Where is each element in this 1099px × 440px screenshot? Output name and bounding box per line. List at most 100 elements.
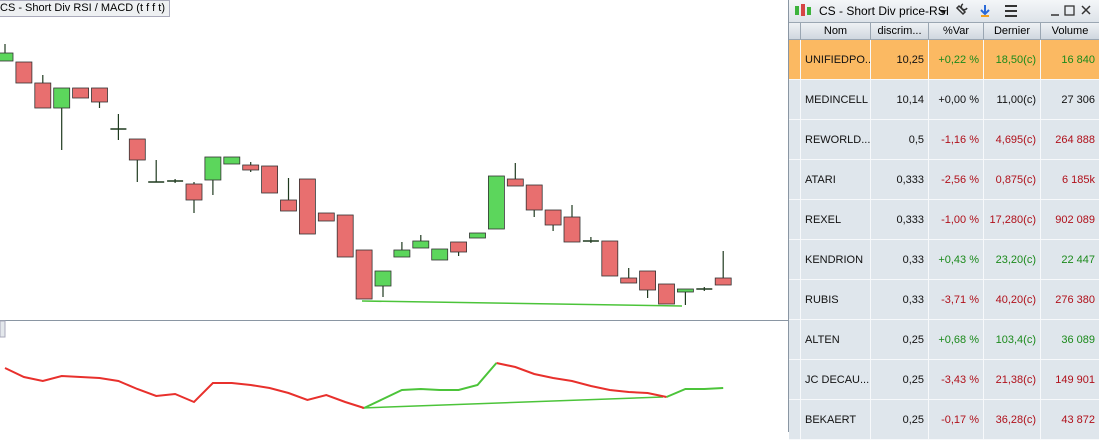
table-cell: 36,28(c) [984, 400, 1041, 440]
candle-body [658, 283, 675, 305]
table-cell[interactable]: ALTEN [801, 320, 871, 360]
row-gutter [789, 200, 801, 240]
chart-bg [0, 0, 788, 432]
candle-body [34, 82, 52, 109]
candle-body [563, 216, 581, 243]
table-cell: -3,43 % [929, 360, 984, 400]
column-header[interactable]: discrim... [871, 23, 929, 40]
candle-body [469, 232, 486, 239]
candle-body [0, 52, 14, 62]
table-cell: 4,695(c) [984, 120, 1041, 160]
row-gutter [789, 240, 801, 280]
candle-body [393, 249, 411, 258]
table-cell: 16 840 [1041, 40, 1099, 80]
candle-body [128, 138, 146, 161]
table-cell: 149 901 [1041, 360, 1099, 400]
table-cell[interactable]: BEKAERT [801, 400, 871, 440]
candles [0, 44, 732, 305]
candle-body [639, 270, 656, 291]
header-icon[interactable] [789, 23, 801, 40]
table-cell: 10,14 [871, 80, 929, 120]
table-cell: 27 306 [1041, 80, 1099, 120]
table-cell: 0,5 [871, 120, 929, 160]
table-cell: 40,20(c) [984, 280, 1041, 320]
list-panel: CS - Short Div price-RSI UNIFIEDPO... 10,… [788, 0, 1099, 440]
table-cell: +0,68 % [929, 320, 984, 360]
candle-body [15, 61, 33, 84]
candle-body [242, 164, 260, 171]
table-cell: 0,875(c) [984, 160, 1041, 200]
table-cell[interactable]: KENDRION [801, 240, 871, 280]
candle-body [223, 156, 241, 165]
candle-body [298, 178, 316, 235]
candle-body [185, 183, 203, 201]
table-cell: 103,4(c) [984, 320, 1041, 360]
pane-handle[interactable] [0, 320, 6, 338]
row-gutter [789, 120, 801, 160]
table-cell: 23,20(c) [984, 240, 1041, 280]
row-gutter [789, 280, 801, 320]
candle-body [280, 199, 297, 212]
table-cell: -0,17 % [929, 400, 984, 440]
column-header[interactable]: Dernier [984, 23, 1041, 40]
candle-body [677, 288, 694, 293]
table-cell: 0,33 [871, 240, 929, 280]
candle-body [72, 87, 89, 99]
table-cell: +0,00 % [929, 80, 984, 120]
table-cell: 18,50(c) [984, 40, 1041, 80]
candle-body [487, 175, 505, 230]
chart [0, 0, 788, 432]
candle-body [204, 156, 222, 181]
table-cell: 17,280(c) [984, 200, 1041, 240]
candle-body [431, 248, 449, 261]
candle-body [91, 87, 108, 103]
table-cell: 0,25 [871, 400, 929, 440]
table-cell: -1,00 % [929, 200, 984, 240]
table-cell[interactable]: REXEL [801, 200, 871, 240]
candle-body [506, 178, 524, 187]
table-cell[interactable]: RUBIS [801, 280, 871, 320]
candle-body [261, 165, 279, 194]
column-header[interactable]: Volume [1041, 23, 1099, 40]
titlebar-icons [795, 3, 1091, 17]
table-cell[interactable]: REWORLD... [801, 120, 871, 160]
chart-title[interactable]: CS - Short Div RSI / MACD (t f f t) [0, 0, 171, 17]
row-gutter [789, 160, 801, 200]
candle-body [412, 240, 430, 249]
table-cell: -3,71 % [929, 280, 984, 320]
row-gutter [789, 320, 801, 360]
table-cell[interactable]: MEDINCELL [801, 80, 871, 120]
table-cell: 36 089 [1041, 320, 1099, 360]
table-cell: 21,38(c) [984, 360, 1041, 400]
panel-title: CS - Short Div price-RSI [819, 4, 950, 18]
table-cell: 43 872 [1041, 400, 1099, 440]
divergence-line [361, 300, 683, 307]
candle-body [53, 87, 71, 109]
row-gutter [789, 40, 801, 80]
table-cell: -2,56 % [929, 160, 984, 200]
divergence-line [361, 396, 664, 409]
column-header[interactable]: Nom [801, 23, 871, 40]
table-cell: 11,00(c) [984, 80, 1041, 120]
candle-body [336, 214, 354, 258]
table-cell: 6 185k [1041, 160, 1099, 200]
table-cell: 902 089 [1041, 200, 1099, 240]
table-cell[interactable]: ATARI [801, 160, 871, 200]
oscillator-line [363, 362, 724, 409]
table-cell[interactable]: UNIFIEDPO... [801, 40, 871, 80]
table-cell: 0,25 [871, 320, 929, 360]
candle-body [601, 240, 619, 277]
candle-body [714, 277, 732, 286]
table-cell: 10,25 [871, 40, 929, 80]
table-cell: 0,333 [871, 160, 929, 200]
column-header[interactable]: %Var [929, 23, 984, 40]
table-cell: 0,33 [871, 280, 929, 320]
candle-body [620, 277, 638, 284]
table-cell: -1,16 % [929, 120, 984, 160]
row-gutter [789, 400, 801, 440]
candle-body [450, 241, 468, 253]
table-cell[interactable]: JC DECAU... [801, 360, 871, 400]
candle-body [355, 249, 373, 300]
row-gutter [789, 360, 801, 400]
